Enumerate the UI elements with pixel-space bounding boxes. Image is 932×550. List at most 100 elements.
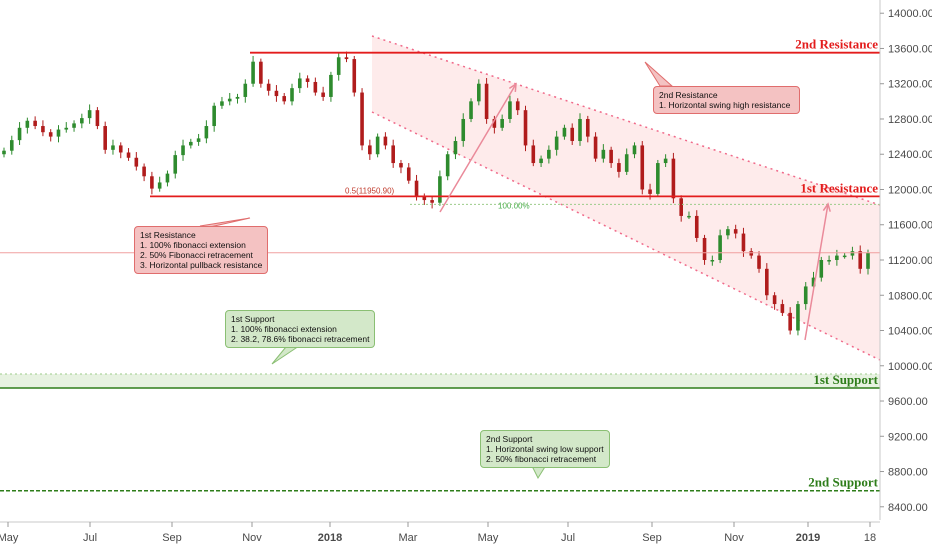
candle-body bbox=[150, 176, 154, 189]
candle-body bbox=[173, 155, 178, 174]
note-1st-resistance: 1st Resistance 1. 100% fibonacci extensi… bbox=[134, 226, 269, 274]
candle-body bbox=[118, 145, 123, 153]
note-2nd-resistance: 2nd Resistance 1. Horizontal swing high … bbox=[653, 86, 800, 114]
candle-body bbox=[477, 83, 481, 102]
projection-arrows bbox=[439, 82, 831, 341]
x-tick-label: Mar bbox=[399, 532, 418, 544]
support-zone bbox=[0, 374, 880, 389]
candle-body bbox=[406, 167, 411, 181]
note-line: 2. 50% Fibonacci retracement bbox=[140, 250, 253, 260]
candle-body bbox=[515, 101, 520, 111]
candle-body bbox=[617, 163, 621, 172]
candle-body bbox=[181, 145, 185, 156]
candle-body bbox=[266, 83, 271, 91]
candle-body bbox=[2, 150, 6, 155]
candle-body bbox=[72, 123, 76, 128]
note-2nd-support: 2nd Support 1. Horizontal swing low supp… bbox=[480, 430, 610, 468]
x-tick-label: 2018 bbox=[318, 532, 342, 544]
y-tick-label: 14000.00 bbox=[888, 8, 932, 20]
candle-body bbox=[352, 59, 357, 93]
candle-body bbox=[227, 98, 232, 102]
candle-body bbox=[103, 126, 107, 150]
candle-body bbox=[422, 196, 427, 201]
candle-body bbox=[453, 141, 458, 155]
candle-body bbox=[430, 200, 434, 203]
candle-body bbox=[64, 127, 69, 130]
candle-body bbox=[819, 260, 824, 278]
candle-body bbox=[741, 233, 746, 252]
y-tick-label: 8800.00 bbox=[888, 467, 928, 479]
arrow-2 bbox=[804, 203, 829, 341]
candle-body bbox=[547, 149, 551, 159]
y-tick-label: 10400.00 bbox=[888, 326, 932, 338]
candle-body bbox=[220, 101, 224, 106]
x-tick-label: Nov bbox=[724, 532, 744, 544]
candle-body bbox=[80, 118, 84, 124]
x-tick-label: Jul bbox=[83, 532, 97, 544]
candle-body bbox=[484, 83, 489, 119]
candle-body bbox=[796, 304, 800, 331]
x-tick-label: May bbox=[0, 532, 19, 544]
candle-body bbox=[624, 154, 629, 172]
candle-body bbox=[811, 277, 816, 287]
candle-body bbox=[41, 126, 45, 133]
y-tick-label: 8400.00 bbox=[888, 502, 928, 514]
candle-body bbox=[687, 215, 691, 218]
candle-body bbox=[733, 229, 738, 234]
candle-body bbox=[765, 268, 769, 296]
candle-body bbox=[539, 158, 543, 164]
level-name: 1st Support bbox=[813, 372, 878, 387]
candle-body bbox=[570, 127, 575, 142]
y-tick-label: 10800.00 bbox=[888, 290, 932, 302]
candle-body bbox=[336, 57, 341, 75]
candle-body bbox=[718, 235, 722, 260]
y-tick-label: 11600.00 bbox=[888, 220, 932, 232]
candle-body bbox=[803, 286, 808, 305]
candle-body bbox=[196, 138, 201, 142]
candle-body bbox=[87, 110, 92, 119]
candle-body bbox=[438, 176, 442, 203]
note-line: 1. 100% fibonacci extension bbox=[140, 240, 246, 250]
candle-body bbox=[445, 154, 450, 177]
arrow-1-head bbox=[508, 82, 517, 93]
candle-body bbox=[368, 145, 372, 155]
candle-body bbox=[329, 74, 333, 97]
candle-body bbox=[788, 312, 792, 331]
candle-body bbox=[562, 127, 567, 137]
candle-body bbox=[500, 118, 504, 128]
note-title: 1st Support bbox=[231, 314, 275, 324]
x-tick-label: 18 bbox=[864, 532, 876, 544]
candle-body bbox=[508, 101, 512, 119]
candle-body bbox=[585, 118, 590, 137]
candle-body bbox=[663, 158, 668, 164]
candle-body bbox=[648, 189, 652, 194]
candle-body bbox=[827, 260, 831, 262]
level-name: 1st Resistance bbox=[800, 180, 878, 195]
candle-body bbox=[321, 92, 325, 97]
note-line: 2. 50% fibonacci retracement bbox=[486, 454, 597, 464]
candle-body bbox=[640, 145, 645, 190]
channel-lower-line bbox=[371, 111, 881, 361]
candle-body bbox=[858, 251, 863, 269]
candle-body bbox=[671, 158, 676, 199]
candle-body bbox=[383, 136, 388, 146]
candle-body bbox=[189, 141, 193, 146]
note-line: 1. Horizontal swing low support bbox=[486, 444, 604, 454]
note-line: 1. Horizontal swing high resistance bbox=[659, 100, 791, 110]
candle-body bbox=[726, 229, 730, 236]
y-tick-label: 9200.00 bbox=[888, 431, 928, 443]
note-line: 3. Horizontal pullback resistance bbox=[140, 260, 263, 270]
x-tick-label: Sep bbox=[162, 532, 182, 544]
candle-body bbox=[601, 149, 606, 159]
descending-channel bbox=[372, 36, 880, 360]
candle-body bbox=[204, 126, 209, 139]
candle-body bbox=[850, 251, 855, 256]
candle-body bbox=[212, 105, 216, 127]
candles bbox=[2, 51, 870, 336]
price-axis: 14000.00 13600.00 13200.00 12800.00 12400.00… bbox=[879, 0, 932, 550]
x-tick-label: Sep bbox=[642, 532, 662, 544]
candle-body bbox=[157, 182, 162, 189]
x-tick-label: 2019 bbox=[796, 532, 820, 544]
x-tick-label: May bbox=[478, 532, 499, 544]
